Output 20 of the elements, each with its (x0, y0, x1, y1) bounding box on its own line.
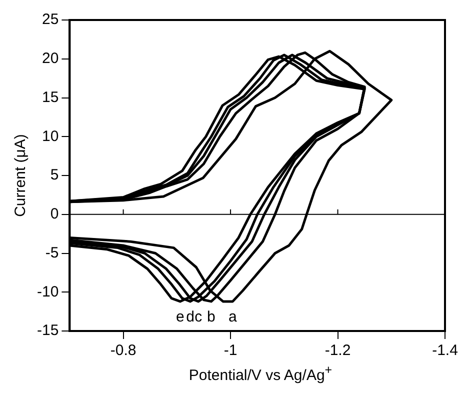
y-tick-label: -15 (36, 322, 59, 340)
series-label: b (207, 308, 216, 326)
series-label: a (228, 308, 238, 326)
x-tick-label: -1.4 (432, 342, 458, 360)
x-tick-label: -1 (224, 342, 238, 360)
y-tick-label: 10 (42, 128, 59, 145)
series-label: e (176, 308, 184, 326)
y-tick-label: 15 (42, 88, 59, 106)
y-axis-title: Current (μA) (12, 134, 30, 217)
y-tick-label: 25 (42, 11, 59, 28)
y-tick-label: 20 (42, 50, 59, 68)
y-tick-label: 5 (50, 166, 59, 184)
series-label: c (194, 308, 203, 326)
x-axis-title: Potential/V vs Ag/Ag$^{+}$ (188, 363, 334, 384)
x-tick-label: -0.8 (110, 342, 136, 360)
y-tick-label: -5 (45, 244, 59, 262)
x-tick-label: -1.2 (324, 342, 351, 360)
y-tick-label: 0 (50, 206, 59, 223)
series-label: d (186, 308, 194, 326)
y-tick-label: -10 (36, 283, 59, 300)
